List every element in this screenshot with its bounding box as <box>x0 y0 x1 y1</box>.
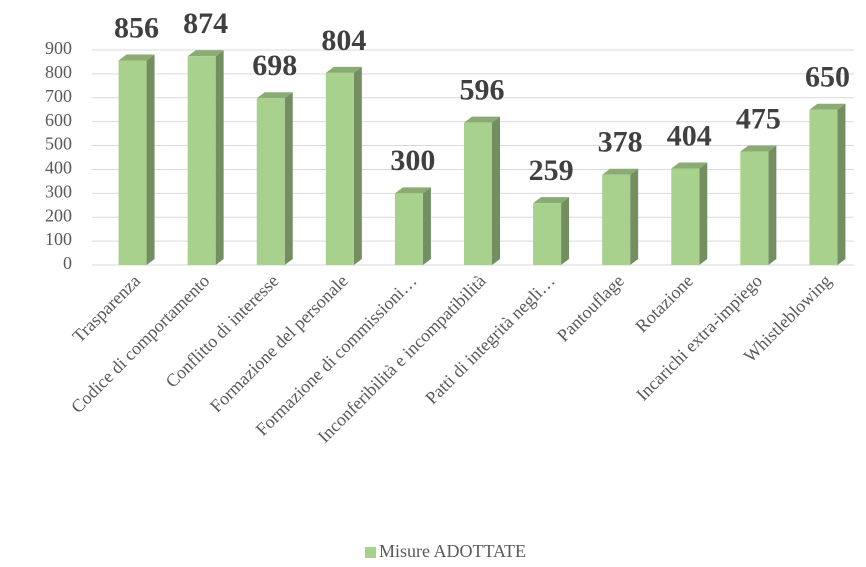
data-label: 259 <box>529 154 574 187</box>
data-label: 804 <box>321 24 366 57</box>
bar-top <box>671 162 708 169</box>
bar-side <box>699 162 708 265</box>
bar-front <box>118 60 147 266</box>
data-label: 300 <box>390 144 435 177</box>
x-tick-label: Conflitto di interesse <box>162 271 283 392</box>
bar-top <box>394 187 431 194</box>
data-label: 404 <box>667 119 712 152</box>
bar-front <box>256 98 285 265</box>
bar-top <box>187 50 224 57</box>
bar <box>533 197 570 265</box>
bar-front <box>671 168 700 265</box>
bar-front <box>464 122 492 265</box>
bar-side <box>215 50 224 265</box>
bar <box>394 187 431 265</box>
bar-top <box>809 103 846 110</box>
bar-front <box>394 193 423 265</box>
data-label: 856 <box>114 11 159 44</box>
data-label: 596 <box>460 74 505 107</box>
bar-top <box>325 66 362 73</box>
bar-side <box>492 116 500 265</box>
legend-swatch <box>365 547 376 558</box>
bar-side <box>284 92 293 265</box>
bar <box>464 116 500 265</box>
x-tick-label: Trasparenza <box>68 271 144 347</box>
bar-side <box>768 145 777 265</box>
bar-top <box>602 168 639 175</box>
data-label: 874 <box>183 7 228 40</box>
bar-side <box>146 54 155 266</box>
y-tick-label: 300 <box>45 181 72 201</box>
bar-front <box>740 151 769 265</box>
bar-side <box>561 197 570 265</box>
y-tick-label: 0 <box>63 253 72 273</box>
y-tick-label: 600 <box>45 110 72 130</box>
y-tick-label: 800 <box>45 62 72 82</box>
bar-front <box>187 56 216 265</box>
y-tick-label: 700 <box>45 86 72 106</box>
x-tick-label: Codice di comportamento <box>67 271 213 417</box>
data-label: 698 <box>252 49 297 82</box>
data-label: 650 <box>805 61 850 94</box>
bar <box>740 145 777 265</box>
x-tick-label: Incarichi extra-impiego <box>632 271 766 405</box>
bar-top <box>533 197 570 204</box>
data-label: 378 <box>598 126 643 159</box>
data-label: 475 <box>736 102 781 135</box>
bar-top <box>464 116 500 123</box>
y-tick-label: 200 <box>45 205 72 225</box>
bar <box>809 103 846 265</box>
bar <box>671 162 708 265</box>
bar-front <box>602 174 631 265</box>
bar <box>602 168 639 265</box>
bar <box>118 54 155 266</box>
bar-side <box>422 187 431 265</box>
bar <box>256 92 293 265</box>
bar-top <box>256 92 293 99</box>
bar-side <box>353 66 362 265</box>
y-tick-label: 500 <box>45 134 72 154</box>
x-tick-label: Rotazione <box>631 271 697 337</box>
x-tick-label: Pantouflage <box>553 271 628 346</box>
bar-top <box>118 54 155 61</box>
x-tick-label: Patti di integrità negli… <box>421 271 559 409</box>
bar <box>325 66 362 265</box>
bar-side <box>630 168 639 265</box>
y-tick-label: 900 <box>45 38 72 58</box>
x-tick-label: Formazione del personale <box>206 271 352 417</box>
bar-top <box>740 145 777 152</box>
bar-front <box>533 203 562 265</box>
y-tick-label: 100 <box>45 229 72 249</box>
bar-side <box>837 103 846 265</box>
bar-front <box>809 109 838 265</box>
bar <box>187 50 224 265</box>
y-tick-label: 400 <box>45 158 72 178</box>
bar-front <box>325 72 354 265</box>
legend-label: Misure ADOTTATE <box>379 541 526 561</box>
